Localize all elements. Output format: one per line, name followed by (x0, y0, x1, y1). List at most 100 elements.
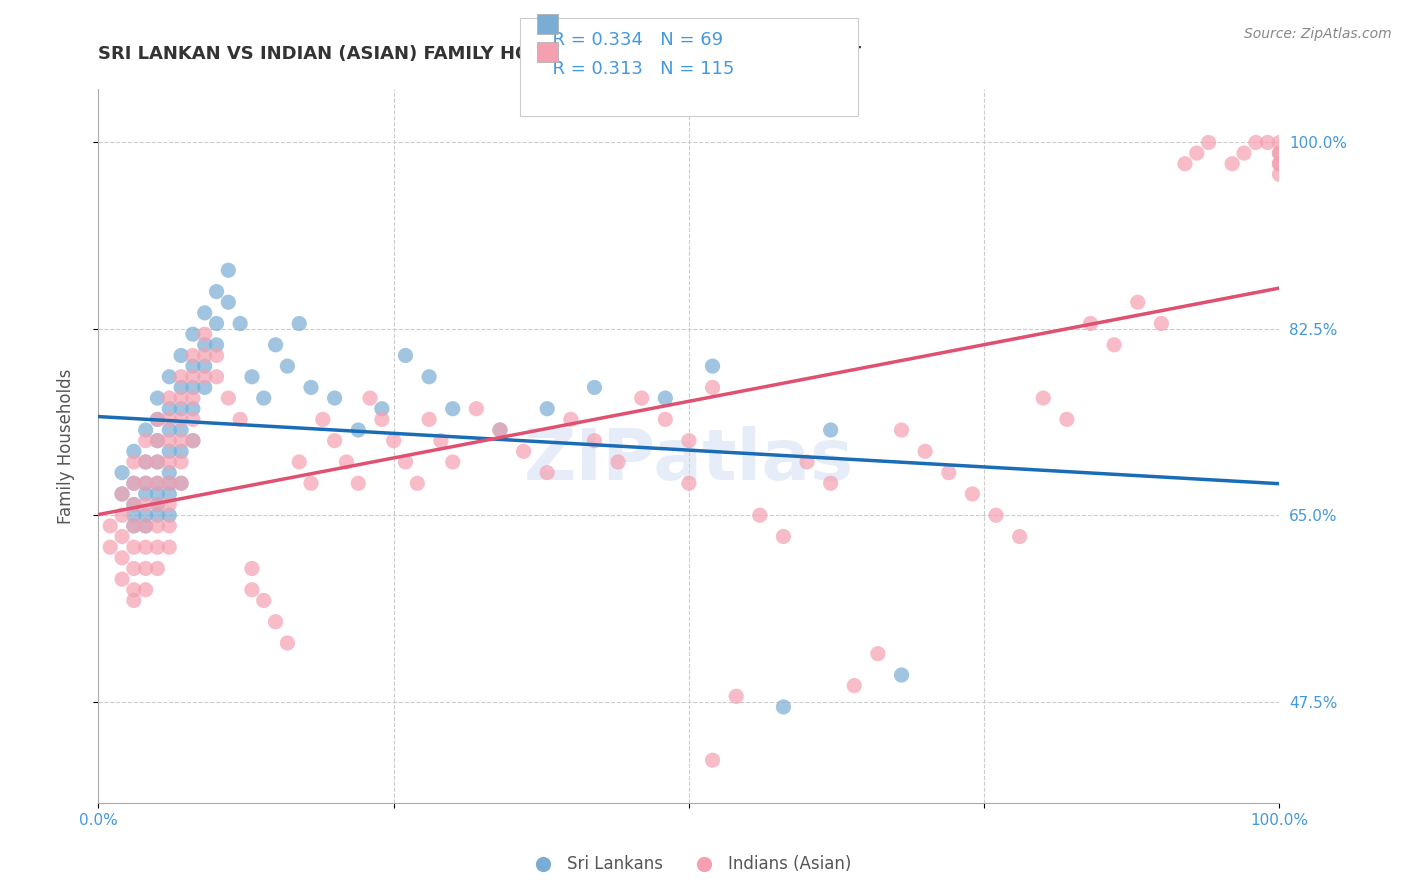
Point (1244, 136, 1267, 150)
Point (135, 455, 157, 469)
Point (122, 519, 145, 533)
Point (1080, 317, 1102, 331)
Point (157, 508, 180, 523)
Point (962, 487, 984, 501)
Point (135, 582, 157, 597)
Point (170, 380, 193, 394)
Point (371, 401, 394, 416)
Point (146, 455, 169, 469)
Point (111, 572, 134, 586)
Point (122, 561, 145, 575)
Point (288, 455, 311, 469)
Point (157, 444, 180, 458)
Point (157, 476, 180, 491)
Point (146, 391, 169, 405)
Point (394, 455, 416, 469)
Point (1268, 146, 1291, 161)
Point (229, 317, 252, 331)
Point (560, 412, 582, 426)
Point (146, 498, 169, 512)
Point (170, 369, 193, 384)
Point (146, 498, 169, 512)
Point (630, 391, 652, 405)
Point (146, 476, 169, 491)
Point (135, 434, 157, 448)
Point (135, 487, 157, 501)
Point (146, 455, 169, 469)
Point (1257, 136, 1279, 150)
Point (194, 327, 217, 342)
Point (253, 593, 276, 607)
Point (312, 412, 335, 426)
Point (146, 476, 169, 491)
Point (157, 519, 180, 533)
Point (181, 412, 204, 426)
Point (264, 615, 287, 629)
Point (441, 401, 464, 416)
Point (1268, 168, 1291, 182)
Point (181, 391, 204, 405)
Point (1008, 529, 1031, 543)
Point (157, 401, 180, 416)
Point (194, 349, 217, 363)
Point (122, 498, 145, 512)
Point (181, 349, 204, 363)
Point (725, 690, 748, 704)
Point (1150, 317, 1173, 331)
Point (157, 487, 180, 501)
Point (1268, 157, 1291, 171)
Point (217, 391, 239, 405)
Point (205, 338, 228, 352)
Point (98, 540, 121, 554)
Point (135, 519, 157, 533)
Point (181, 359, 204, 373)
Point (347, 476, 370, 491)
Point (170, 455, 193, 469)
Point (1233, 146, 1256, 161)
Point (347, 423, 370, 437)
Point (157, 498, 180, 512)
Point (335, 455, 357, 469)
Point (217, 295, 239, 310)
Point (194, 369, 217, 384)
Point (181, 380, 204, 394)
Legend: Sri Lankans, Indians (Asian): Sri Lankans, Indians (Asian) (520, 849, 858, 880)
Point (217, 263, 239, 277)
Point (702, 753, 724, 767)
Point (418, 369, 440, 384)
Point (181, 327, 204, 342)
Point (299, 380, 322, 394)
Point (205, 349, 228, 363)
Point (146, 412, 169, 426)
Point (441, 455, 464, 469)
Point (157, 540, 180, 554)
Point (135, 455, 157, 469)
Point (146, 519, 169, 533)
Point (264, 338, 287, 352)
Text: Source: ZipAtlas.com: Source: ZipAtlas.com (1244, 27, 1392, 41)
Text: R = 0.313   N = 115: R = 0.313 N = 115 (541, 60, 735, 78)
Point (146, 508, 169, 523)
Point (772, 700, 794, 714)
Point (276, 359, 298, 373)
Point (844, 679, 866, 693)
Point (702, 380, 724, 394)
Point (135, 561, 157, 575)
Point (157, 455, 180, 469)
Point (170, 391, 193, 405)
Point (205, 317, 228, 331)
Point (418, 412, 440, 426)
Point (111, 550, 134, 565)
Point (111, 487, 134, 501)
Point (135, 508, 157, 523)
Point (938, 466, 960, 480)
Point (253, 391, 276, 405)
Point (359, 391, 381, 405)
Point (1268, 146, 1291, 161)
Point (229, 412, 252, 426)
Point (122, 519, 145, 533)
Point (157, 476, 180, 491)
Point (135, 476, 157, 491)
Point (240, 369, 263, 384)
Point (146, 540, 169, 554)
